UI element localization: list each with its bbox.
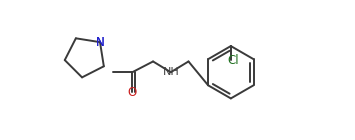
Text: N: N [95,36,104,49]
Text: N: N [95,36,104,49]
Text: Cl: Cl [227,54,239,67]
Text: NH: NH [163,67,180,77]
Text: O: O [128,86,137,99]
